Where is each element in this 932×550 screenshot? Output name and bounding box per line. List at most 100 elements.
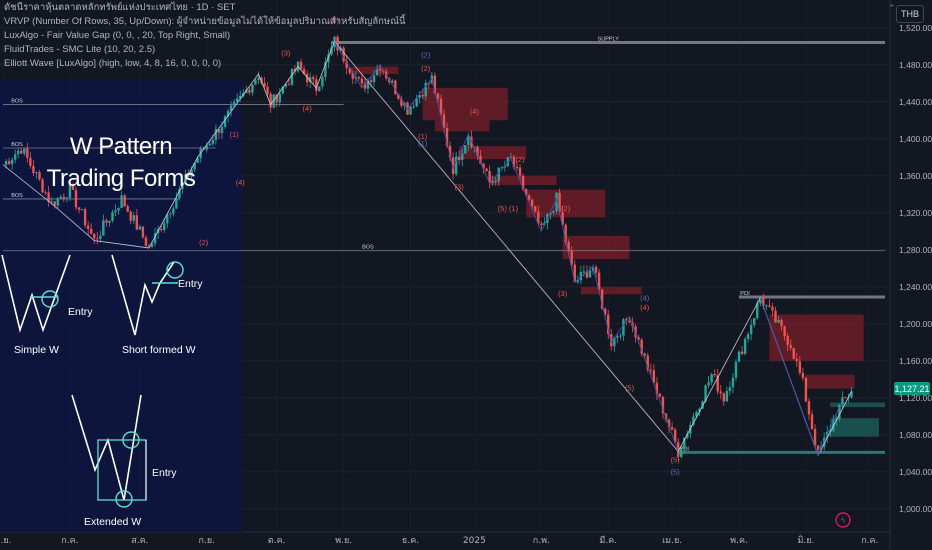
candle-body [290, 68, 294, 85]
currency-button[interactable]: THB [896, 5, 924, 23]
candle-body [518, 167, 522, 176]
candle [798, 355, 802, 376]
legend-indicator-fvg[interactable]: LuxAlgo - Fair Value Gap (0, 0, , 20, To… [4, 30, 231, 41]
candle [768, 299, 771, 308]
candle-body [433, 75, 437, 94]
candle-body [588, 270, 592, 278]
candle [172, 205, 175, 217]
candle [786, 332, 789, 352]
alert-bolt-icon: ϟ [840, 516, 845, 525]
candle [713, 369, 716, 378]
candle-body [83, 209, 87, 226]
collapse-icon[interactable]: ⌃ [888, 3, 896, 13]
candle [290, 68, 294, 87]
candle-body [418, 95, 421, 99]
y-tick-label: 1,040.00 [899, 467, 932, 477]
candle [394, 79, 397, 96]
candle [844, 396, 847, 399]
candle-body [515, 166, 519, 168]
entry-label-simple: Entry [68, 306, 93, 318]
wave-label: (2) [199, 238, 209, 247]
candle-body [235, 98, 239, 102]
candle-body [451, 157, 455, 174]
candle [832, 414, 835, 433]
candle-body [610, 333, 613, 347]
fvg-zone [459, 146, 527, 160]
candle-body [832, 419, 835, 431]
candle [90, 223, 93, 235]
candle-body [625, 319, 628, 321]
candle-body [600, 289, 604, 309]
candle-body [32, 165, 35, 174]
candle-body [324, 62, 327, 77]
candle-body [223, 116, 227, 127]
candle-body [153, 233, 157, 244]
x-tick-label: มี.ค. [599, 535, 617, 546]
candle-body [804, 377, 808, 402]
wave-label: (1) [230, 130, 240, 139]
candle [780, 318, 783, 331]
candle [640, 338, 643, 357]
wave-label: (4) [303, 104, 313, 113]
candle-body [412, 106, 415, 108]
wave-label: (4) [470, 107, 480, 116]
candle [658, 392, 662, 398]
candle-body [299, 61, 303, 70]
candle-body [7, 161, 11, 165]
candle [7, 157, 11, 165]
candle-body [810, 414, 814, 430]
candle [32, 160, 35, 176]
candle-body [527, 195, 531, 200]
candle [670, 422, 674, 431]
wave-label: (2) [421, 64, 431, 73]
candle [774, 306, 777, 323]
candle-body [135, 215, 139, 230]
candle-body [205, 145, 208, 150]
candle [509, 152, 513, 159]
candle-body [172, 208, 175, 214]
candle-body [731, 377, 735, 388]
legend-indicator-elliott[interactable]: Elliott Wave [LuxAlgo] (high, low, 4, 8,… [4, 58, 222, 69]
candle [102, 214, 105, 236]
candle [260, 76, 263, 85]
candle-body [582, 271, 586, 273]
wave-label: (1) [418, 139, 428, 148]
y-tick-label: 1,200.00 [899, 319, 932, 329]
candle-body [603, 308, 607, 315]
candle [597, 269, 601, 292]
candle [123, 193, 126, 208]
legend-indicator-smc[interactable]: FluidTrades - SMC Lite (10, 20, 2.5) [4, 44, 156, 55]
candle [235, 93, 239, 103]
candle-body [68, 183, 72, 198]
candle-body [579, 271, 583, 281]
candle-body [765, 305, 768, 307]
candle [515, 161, 519, 172]
candle [579, 265, 583, 285]
wave-label: (4) [640, 294, 650, 303]
candle-body [524, 189, 528, 196]
candle-body [217, 129, 221, 133]
candle-body [619, 335, 622, 337]
extended-w-label: Extended W [84, 516, 142, 528]
candle-body [29, 157, 32, 166]
candle [616, 332, 619, 343]
candle-body [351, 72, 354, 79]
candle-body [305, 74, 309, 83]
candle-body [345, 61, 348, 69]
candle-body [734, 361, 738, 378]
candle [38, 169, 41, 181]
candle-body [512, 156, 516, 167]
legend-indicator-vrvp[interactable]: VRVP (Number Of Rows, 35, Up/Down): ผู้จ… [4, 16, 406, 27]
y-tick-label: 1,520.00 [899, 23, 932, 33]
level-label: BOS [11, 142, 23, 148]
candle [540, 220, 543, 230]
candle-body [841, 397, 844, 405]
candle [628, 317, 631, 324]
y-tick-label: 1,360.00 [899, 171, 932, 181]
candle [141, 225, 145, 239]
candle-body [835, 418, 838, 420]
candle-body [44, 192, 47, 194]
wave-label: (3) [455, 183, 465, 192]
